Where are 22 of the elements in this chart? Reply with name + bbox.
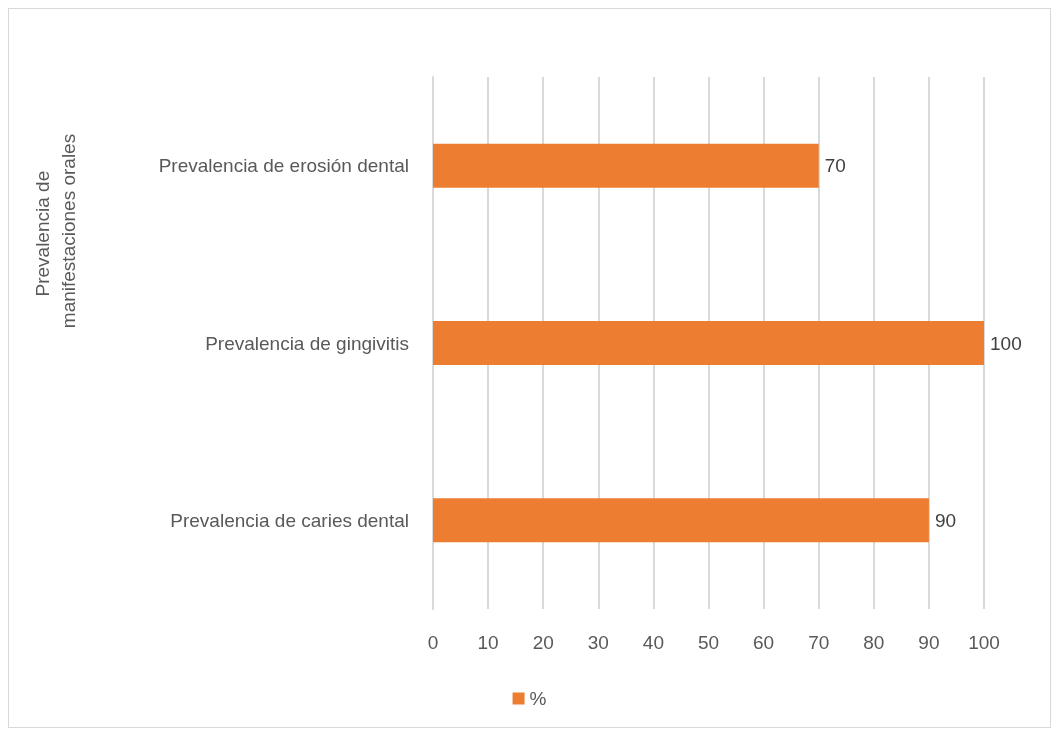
bar	[433, 321, 984, 365]
bar	[433, 143, 819, 188]
y-axis-title: Prevalencia de manifestaciones orales	[31, 133, 79, 329]
x-tick-label: 20	[532, 632, 554, 653]
x-tick-label: 60	[753, 632, 775, 653]
x-tick-label: 40	[642, 632, 664, 653]
x-tick-label: 90	[918, 632, 940, 653]
data-label: 70	[824, 155, 846, 177]
x-tick-label: 80	[863, 632, 885, 653]
y-tick-label: Prevalencia de gingivitis	[205, 332, 409, 354]
x-tick-label: 50	[697, 632, 720, 653]
data-label: 100	[990, 332, 1022, 354]
x-tick-label: 0	[427, 632, 439, 653]
y-tick-label: Prevalencia de erosión dental	[158, 155, 409, 177]
x-tick-label: 100	[968, 632, 1000, 653]
x-tick-label: 70	[808, 632, 830, 653]
bar	[433, 498, 929, 543]
legend-label: %	[529, 688, 547, 709]
x-tick-label: 10	[477, 632, 499, 653]
y-tick-label: Prevalencia de caries dental	[170, 509, 409, 531]
x-tick-label: 30	[587, 632, 609, 653]
data-label: 90	[934, 509, 957, 531]
